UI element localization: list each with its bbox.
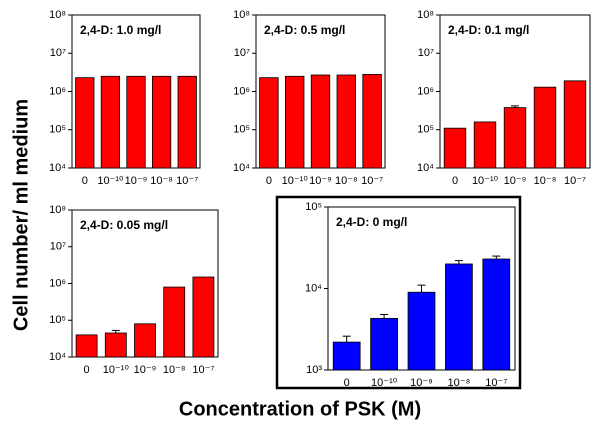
bar — [503, 107, 527, 169]
bar — [100, 75, 121, 169]
bar — [533, 86, 557, 169]
y-tick-label: 10³ — [306, 364, 322, 376]
x-axis-label: Concentration of PSK (M) — [179, 398, 421, 420]
bar — [126, 75, 146, 169]
bar — [151, 75, 172, 169]
y-tick-label: 10⁶ — [417, 85, 434, 97]
bar — [563, 80, 587, 169]
bar — [443, 127, 467, 169]
x-tick-label: 0 — [452, 175, 458, 187]
x-tick-label: 10⁻⁷ — [176, 175, 198, 187]
bar — [482, 258, 511, 371]
y-tick-label: 10⁸ — [49, 204, 66, 216]
y-tick-label: 10⁴ — [49, 162, 66, 174]
panel-title: 2,4-D: 1.0 mg/l — [80, 23, 161, 37]
x-tick-label: 10⁻⁷ — [564, 175, 586, 187]
y-tick-label: 10⁷ — [418, 47, 434, 59]
bar — [285, 75, 305, 169]
x-tick-label: 10⁻⁸ — [534, 175, 557, 187]
x-tick-label: 10⁻¹⁰ — [472, 175, 499, 187]
x-tick-label: 0 — [84, 364, 90, 376]
x-tick-label: 10⁻⁸ — [163, 364, 186, 376]
y-tick-label: 10⁷ — [50, 47, 66, 59]
x-tick-label: 10⁻⁹ — [504, 175, 527, 187]
bar — [445, 263, 473, 371]
panel-title: 2,4-D: 0.5 mg/l — [264, 23, 345, 37]
y-tick-label: 10⁸ — [233, 9, 250, 21]
x-tick-label: 10⁻¹⁰ — [97, 175, 124, 187]
panel-title: 2,4-D: 0.05 mg/l — [80, 218, 168, 232]
x-tick-label: 0 — [344, 377, 350, 389]
bar — [407, 291, 436, 371]
bar — [134, 323, 156, 358]
x-tick-label: 0 — [266, 175, 272, 187]
y-tick-label: 10⁸ — [417, 9, 434, 21]
highlight-frame — [275, 195, 522, 390]
x-tick-label: 10⁻¹⁰ — [282, 175, 309, 187]
panel-title: 2,4-D: 0 mg/l — [336, 215, 407, 229]
y-tick-label: 10⁴ — [305, 282, 322, 294]
x-tick-label: 0 — [82, 175, 88, 187]
y-tick-label: 10⁷ — [234, 47, 250, 59]
bar — [332, 341, 361, 371]
y-tick-label: 10⁵ — [49, 124, 66, 136]
bar — [75, 77, 95, 169]
x-tick-label: 10⁻⁹ — [134, 364, 157, 376]
bar — [336, 74, 356, 169]
x-tick-label: 10⁻⁹ — [125, 175, 148, 187]
y-tick-label: 10⁵ — [233, 124, 250, 136]
bar — [310, 74, 331, 169]
x-tick-label: 10⁻⁸ — [150, 175, 173, 187]
bar — [370, 317, 398, 371]
bar — [104, 332, 127, 358]
y-axis-label: Cell number/ ml medium — [10, 99, 32, 331]
y-tick-label: 10⁴ — [49, 351, 66, 363]
bar — [362, 73, 382, 169]
y-tick-label: 10⁵ — [49, 314, 66, 326]
y-tick-label: 10⁷ — [50, 241, 66, 253]
bar — [75, 334, 98, 358]
y-tick-label: 10⁵ — [417, 124, 434, 136]
x-tick-label: 10⁻⁷ — [192, 364, 214, 376]
bar — [192, 276, 215, 358]
x-tick-label: 10⁻¹⁰ — [371, 377, 398, 389]
y-tick-label: 10⁶ — [49, 85, 66, 97]
y-tick-label: 10⁶ — [233, 85, 250, 97]
bar — [163, 286, 186, 358]
x-tick-label: 10⁻⁸ — [448, 377, 471, 389]
x-tick-label: 10⁻⁸ — [335, 175, 358, 187]
y-tick-label: 10⁸ — [49, 9, 66, 21]
y-tick-label: 10⁴ — [417, 162, 434, 174]
x-tick-label: 10⁻⁷ — [361, 175, 383, 187]
panel-title: 2,4-D: 0.1 mg/l — [448, 23, 529, 37]
y-tick-label: 10⁶ — [49, 277, 66, 289]
x-tick-label: 10⁻⁹ — [410, 377, 433, 389]
x-tick-label: 10⁻¹⁰ — [103, 364, 130, 376]
x-tick-label: 10⁻⁷ — [485, 377, 507, 389]
y-tick-label: 10⁵ — [305, 201, 322, 213]
y-tick-label: 10⁴ — [233, 162, 250, 174]
x-tick-label: 10⁻⁹ — [309, 175, 332, 187]
bar — [473, 121, 497, 169]
bar — [177, 75, 197, 169]
bar — [259, 77, 279, 169]
